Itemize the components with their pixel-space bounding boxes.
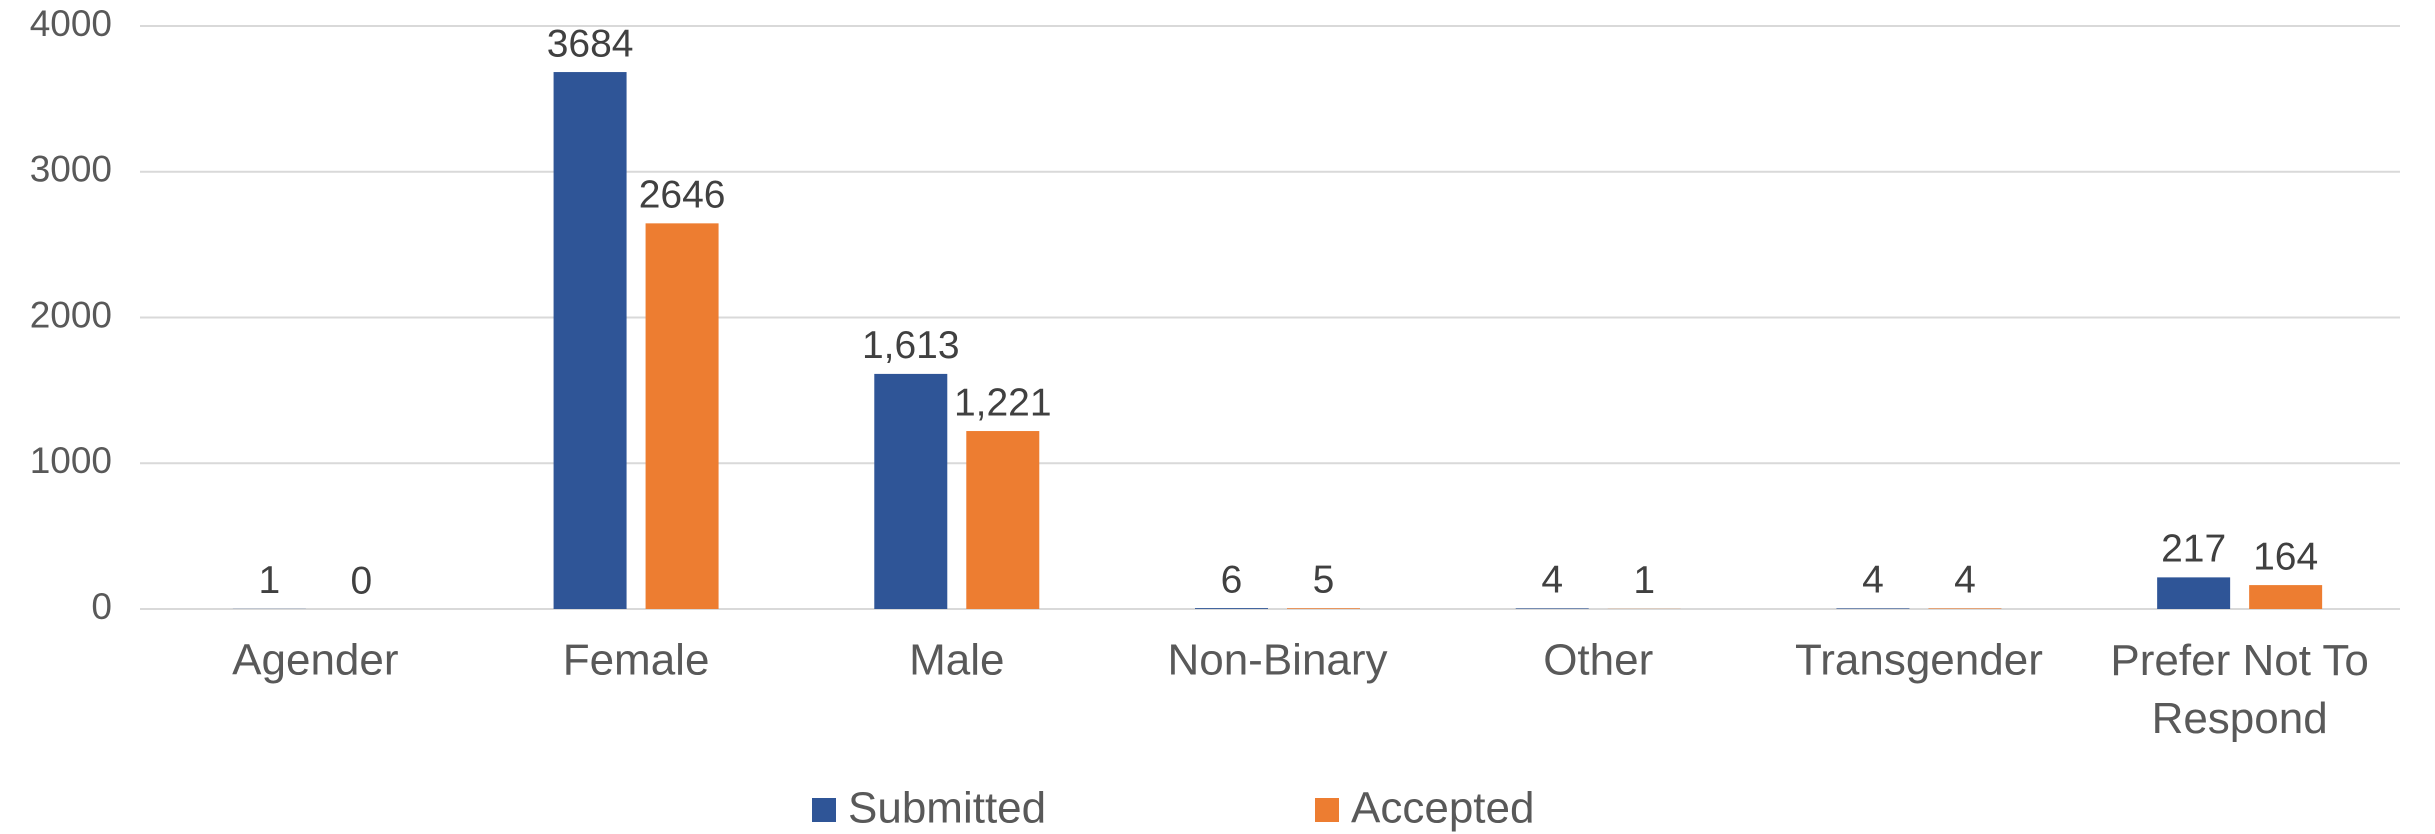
bar: [2157, 577, 2231, 609]
bar: [645, 223, 719, 609]
data-label: 3684: [547, 22, 634, 65]
data-label: 1: [1633, 559, 1655, 602]
x-tick-label: Non-Binary: [1167, 636, 1387, 685]
y-tick-label: 1000: [30, 440, 112, 481]
data-label: 2646: [639, 174, 726, 217]
x-tick-label: Other: [1543, 636, 1653, 685]
legend-label: Submitted: [848, 784, 1046, 833]
y-tick-label: 3000: [30, 149, 112, 190]
x-tick-label: Female: [563, 636, 710, 685]
data-label: 1: [259, 559, 281, 602]
x-tick-label: Transgender: [1795, 636, 2043, 685]
y-tick-label: 2000: [30, 294, 112, 335]
bar: [966, 431, 1040, 609]
data-label: 1,221: [954, 381, 1052, 424]
bar: [553, 72, 627, 609]
x-tick-label: Prefer Not To Respond: [2110, 636, 2368, 743]
data-label: 6: [1221, 558, 1243, 601]
data-label: 4: [1541, 559, 1563, 602]
x-tick-label: Agender: [232, 636, 398, 685]
bar: [1515, 608, 1589, 609]
legend-swatch: [812, 798, 836, 822]
bar: [1195, 608, 1268, 609]
data-label: 4: [1954, 559, 1976, 602]
legend-swatch: [1315, 798, 1339, 822]
x-tick-label: Male: [909, 636, 1004, 685]
y-tick-label: 4000: [30, 3, 112, 44]
bar: [874, 373, 948, 609]
data-label: 217: [2161, 528, 2226, 571]
bar: [2249, 585, 2323, 609]
data-label: 0: [351, 559, 373, 602]
legend-label: Accepted: [1351, 784, 1534, 833]
data-label: 164: [2253, 535, 2318, 578]
data-label: 1,613: [862, 324, 960, 367]
data-label: 4: [1862, 559, 1884, 602]
bar: [1287, 608, 1360, 609]
bar: [1928, 608, 2002, 609]
data-label: 5: [1313, 559, 1335, 602]
y-tick-label: 0: [91, 586, 112, 627]
bar: [1836, 608, 1910, 609]
